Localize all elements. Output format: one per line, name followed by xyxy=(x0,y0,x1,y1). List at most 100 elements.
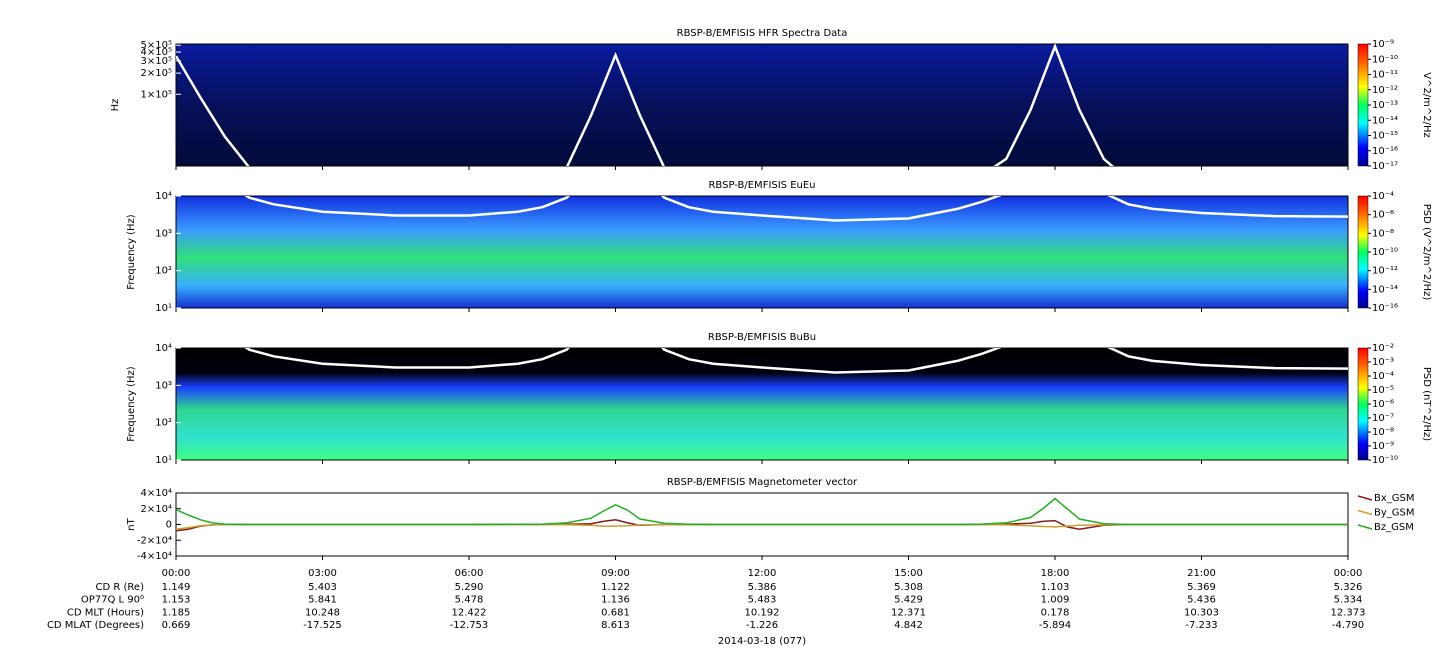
ephemeris-value: 5.403 xyxy=(308,582,337,593)
ephemeris-value: 0.681 xyxy=(601,607,630,618)
ephemeris-value: 1.153 xyxy=(162,595,191,606)
y-tick-label: 2×10⁴ xyxy=(141,504,172,515)
colorbar-tick-label: 10⁻¹⁰ xyxy=(1372,455,1398,466)
y-tick-label: 1×10⁵ xyxy=(141,89,172,100)
ephemeris-value: 12.371 xyxy=(891,607,926,618)
colorbar-label: PSD (V^2/m^2/Hz) xyxy=(1421,204,1432,301)
y-tick-label: 10⁴ xyxy=(155,343,172,354)
colorbar-tick-label: 10⁻² xyxy=(1372,343,1394,354)
ephemeris-value: 12.422 xyxy=(452,607,487,618)
cyclotron-curve xyxy=(244,348,1348,374)
colorbar-tick-label: 10⁻⁹ xyxy=(1372,441,1394,452)
ephemeris-value: -5.894 xyxy=(1039,620,1071,631)
ephemeris-value: 5.483 xyxy=(748,595,777,606)
ephemeris-label: CD MLT (Hours) xyxy=(67,607,144,618)
y-tick-label: 10¹ xyxy=(155,303,172,314)
colorbar-tick-label: 10⁻³ xyxy=(1372,357,1394,368)
ephemeris-label: CD MLAT (Degrees) xyxy=(47,620,144,631)
ephemeris-value: 5.326 xyxy=(1334,582,1363,593)
y-tick-label: 10³ xyxy=(155,228,172,239)
y-tick-label: 0 xyxy=(166,520,172,531)
ephemeris-value: 1.136 xyxy=(601,595,630,606)
ephemeris-value: -17.525 xyxy=(303,620,342,631)
x-tick-label: 15:00 xyxy=(894,568,923,579)
y-tick-label: 10² xyxy=(155,266,172,277)
colorbar-tick-label: 10⁻¹² xyxy=(1372,85,1398,96)
colorbar-tick-label: 10⁻¹¹ xyxy=(1372,70,1398,81)
colorbar-tick-label: 10⁻¹⁰ xyxy=(1372,247,1398,258)
colorbar-tick-label: 10⁻⁵ xyxy=(1372,385,1394,396)
y-tick-label: -4×10⁴ xyxy=(137,551,172,562)
colorbar-tick-label: 10⁻¹⁰ xyxy=(1372,54,1398,65)
date-label: 2014-03-18 (077) xyxy=(718,636,806,647)
x-tick-label: 18:00 xyxy=(1041,568,1070,579)
colorbar-tick-label: 10⁻⁶ xyxy=(1372,399,1394,410)
y-tick-label: 10¹ xyxy=(155,455,172,466)
legend-label: By_GSM xyxy=(1374,508,1415,519)
ephemeris-value: 10.303 xyxy=(1184,607,1219,618)
ephemeris-value: -1.226 xyxy=(746,620,778,631)
colorbar-tick-label: 10⁻⁴ xyxy=(1372,371,1394,382)
y-tick-label: 4×10⁵ xyxy=(141,47,172,58)
y-tick-label: 5×10⁵ xyxy=(141,40,172,51)
colorbar-tick-label: 10⁻⁷ xyxy=(1372,413,1394,424)
y-axis-label: nT xyxy=(126,517,137,530)
colorbar-label: V^2/m^2/Hz xyxy=(1421,72,1432,138)
colorbar-tick-label: 10⁻¹³ xyxy=(1372,100,1398,111)
ephemeris-value: 1.149 xyxy=(162,582,191,593)
series-line xyxy=(176,497,1348,526)
y-tick-label: -2×10⁴ xyxy=(137,535,172,546)
ephemeris-value: 10.248 xyxy=(305,607,340,618)
legend-swatch xyxy=(1357,524,1373,530)
x-tick-label: 00:00 xyxy=(1334,568,1363,579)
panel-title: RBSP-B/EMFISIS BuBu xyxy=(708,332,816,343)
ephemeris-value: 0.669 xyxy=(162,620,191,631)
ephemeris-value: 10.192 xyxy=(745,607,780,618)
ephemeris-value: 5.369 xyxy=(1187,582,1216,593)
ephemeris-value: 5.334 xyxy=(1334,595,1363,606)
ephemeris-label: CD R (Re) xyxy=(96,582,145,593)
y-axis-label: Frequency (Hz) xyxy=(126,214,137,290)
panel-title: RBSP-B/EMFISIS Magnetometer vector xyxy=(667,477,858,488)
colorbar-tick-label: 10⁻¹⁵ xyxy=(1372,131,1398,142)
y-tick-label: 4×10⁴ xyxy=(141,488,172,499)
ephemeris-value: 1.009 xyxy=(1041,595,1070,606)
y-tick-label: 2×10⁵ xyxy=(141,68,172,79)
colorbar-tick-label: 10⁻⁸ xyxy=(1372,427,1394,438)
ephemeris-value: 5.290 xyxy=(455,582,484,593)
colorbar-label: PSD (nT^2/Hz) xyxy=(1421,367,1432,441)
x-tick-label: 03:00 xyxy=(308,568,337,579)
colorbar-tick-label: 10⁻⁴ xyxy=(1372,191,1394,202)
x-tick-label: 06:00 xyxy=(455,568,484,579)
panel-title: RBSP-B/EMFISIS EuEu xyxy=(708,180,815,191)
legend-label: Bz_GSM xyxy=(1374,522,1414,533)
y-axis-label: Hz xyxy=(110,99,121,112)
colorbar-tick-label: 10⁻⁹ xyxy=(1372,39,1394,50)
colorbar-tick-label: 10⁻¹⁷ xyxy=(1372,161,1398,172)
ephemeris-value: 1.185 xyxy=(162,607,191,618)
colorbar-tick-label: 10⁻¹² xyxy=(1372,266,1398,277)
ephemeris-value: 5.436 xyxy=(1187,595,1216,606)
cyclotron-curve xyxy=(176,44,1114,166)
x-tick-label: 00:00 xyxy=(162,568,191,579)
legend-swatch xyxy=(1357,509,1373,516)
colorbar xyxy=(1357,347,1369,461)
ephemeris-value: 1.103 xyxy=(1041,582,1070,593)
y-tick-label: 10⁴ xyxy=(155,191,172,202)
y-axis-label: Frequency (Hz) xyxy=(126,366,137,442)
y-tick-label: 3×10⁵ xyxy=(141,56,172,67)
ephemeris-value: -7.233 xyxy=(1185,620,1217,631)
ephemeris-value: 12.373 xyxy=(1331,607,1366,618)
ephemeris-value: 1.122 xyxy=(601,582,630,593)
ephemeris-value: 5.429 xyxy=(894,595,923,606)
ephemeris-value: 5.841 xyxy=(308,595,337,606)
cyclotron-curve xyxy=(244,196,1348,222)
colorbar xyxy=(1357,43,1369,167)
ephemeris-value: 5.386 xyxy=(748,582,777,593)
y-tick-label: 10² xyxy=(155,418,172,429)
ephemeris-value: -12.753 xyxy=(450,620,489,631)
colorbar-tick-label: 10⁻¹⁶ xyxy=(1372,303,1398,314)
ephemeris-value: 5.478 xyxy=(455,595,484,606)
x-tick-label: 21:00 xyxy=(1187,568,1216,579)
ephemeris-value: 5.308 xyxy=(894,582,923,593)
